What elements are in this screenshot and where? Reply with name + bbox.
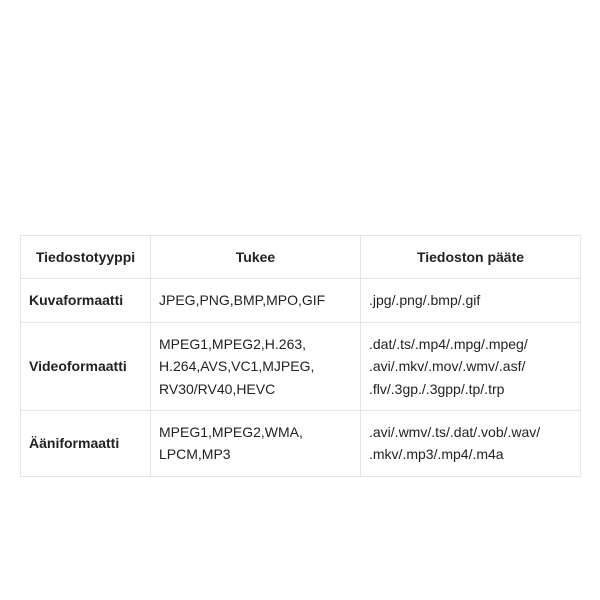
table-row: Ääniformaatti MPEG1,MPEG2,WMA, LPCM,MP3 … (21, 410, 581, 476)
col-header-filetype: Tiedostotyyppi (21, 236, 151, 279)
row-ext: .avi/.wmv/.ts/.dat/.vob/.wav/ .mkv/.mp3/… (361, 410, 581, 476)
col-header-extension: Tiedoston pääte (361, 236, 581, 279)
row-type: Videoformaatti (21, 322, 151, 410)
format-table-container: Tiedostotyyppi Tukee Tiedoston pääte Kuv… (20, 235, 580, 477)
row-type: Kuvaformaatti (21, 279, 151, 322)
table-header-row: Tiedostotyyppi Tukee Tiedoston pääte (21, 236, 581, 279)
col-header-supports: Tukee (151, 236, 361, 279)
row-ext: .jpg/.png/.bmp/.gif (361, 279, 581, 322)
table-row: Kuvaformaatti JPEG,PNG,BMP,MPO,GIF .jpg/… (21, 279, 581, 322)
row-ext: .dat/.ts/.mp4/.mpg/.mpeg/ .avi/.mkv/.mov… (361, 322, 581, 410)
row-type: Ääniformaatti (21, 410, 151, 476)
row-supports: MPEG1,MPEG2,H.263, H.264,AVS,VC1,MJPEG, … (151, 322, 361, 410)
format-table: Tiedostotyyppi Tukee Tiedoston pääte Kuv… (20, 235, 581, 477)
row-supports: MPEG1,MPEG2,WMA, LPCM,MP3 (151, 410, 361, 476)
row-supports: JPEG,PNG,BMP,MPO,GIF (151, 279, 361, 322)
table-row: Videoformaatti MPEG1,MPEG2,H.263, H.264,… (21, 322, 581, 410)
